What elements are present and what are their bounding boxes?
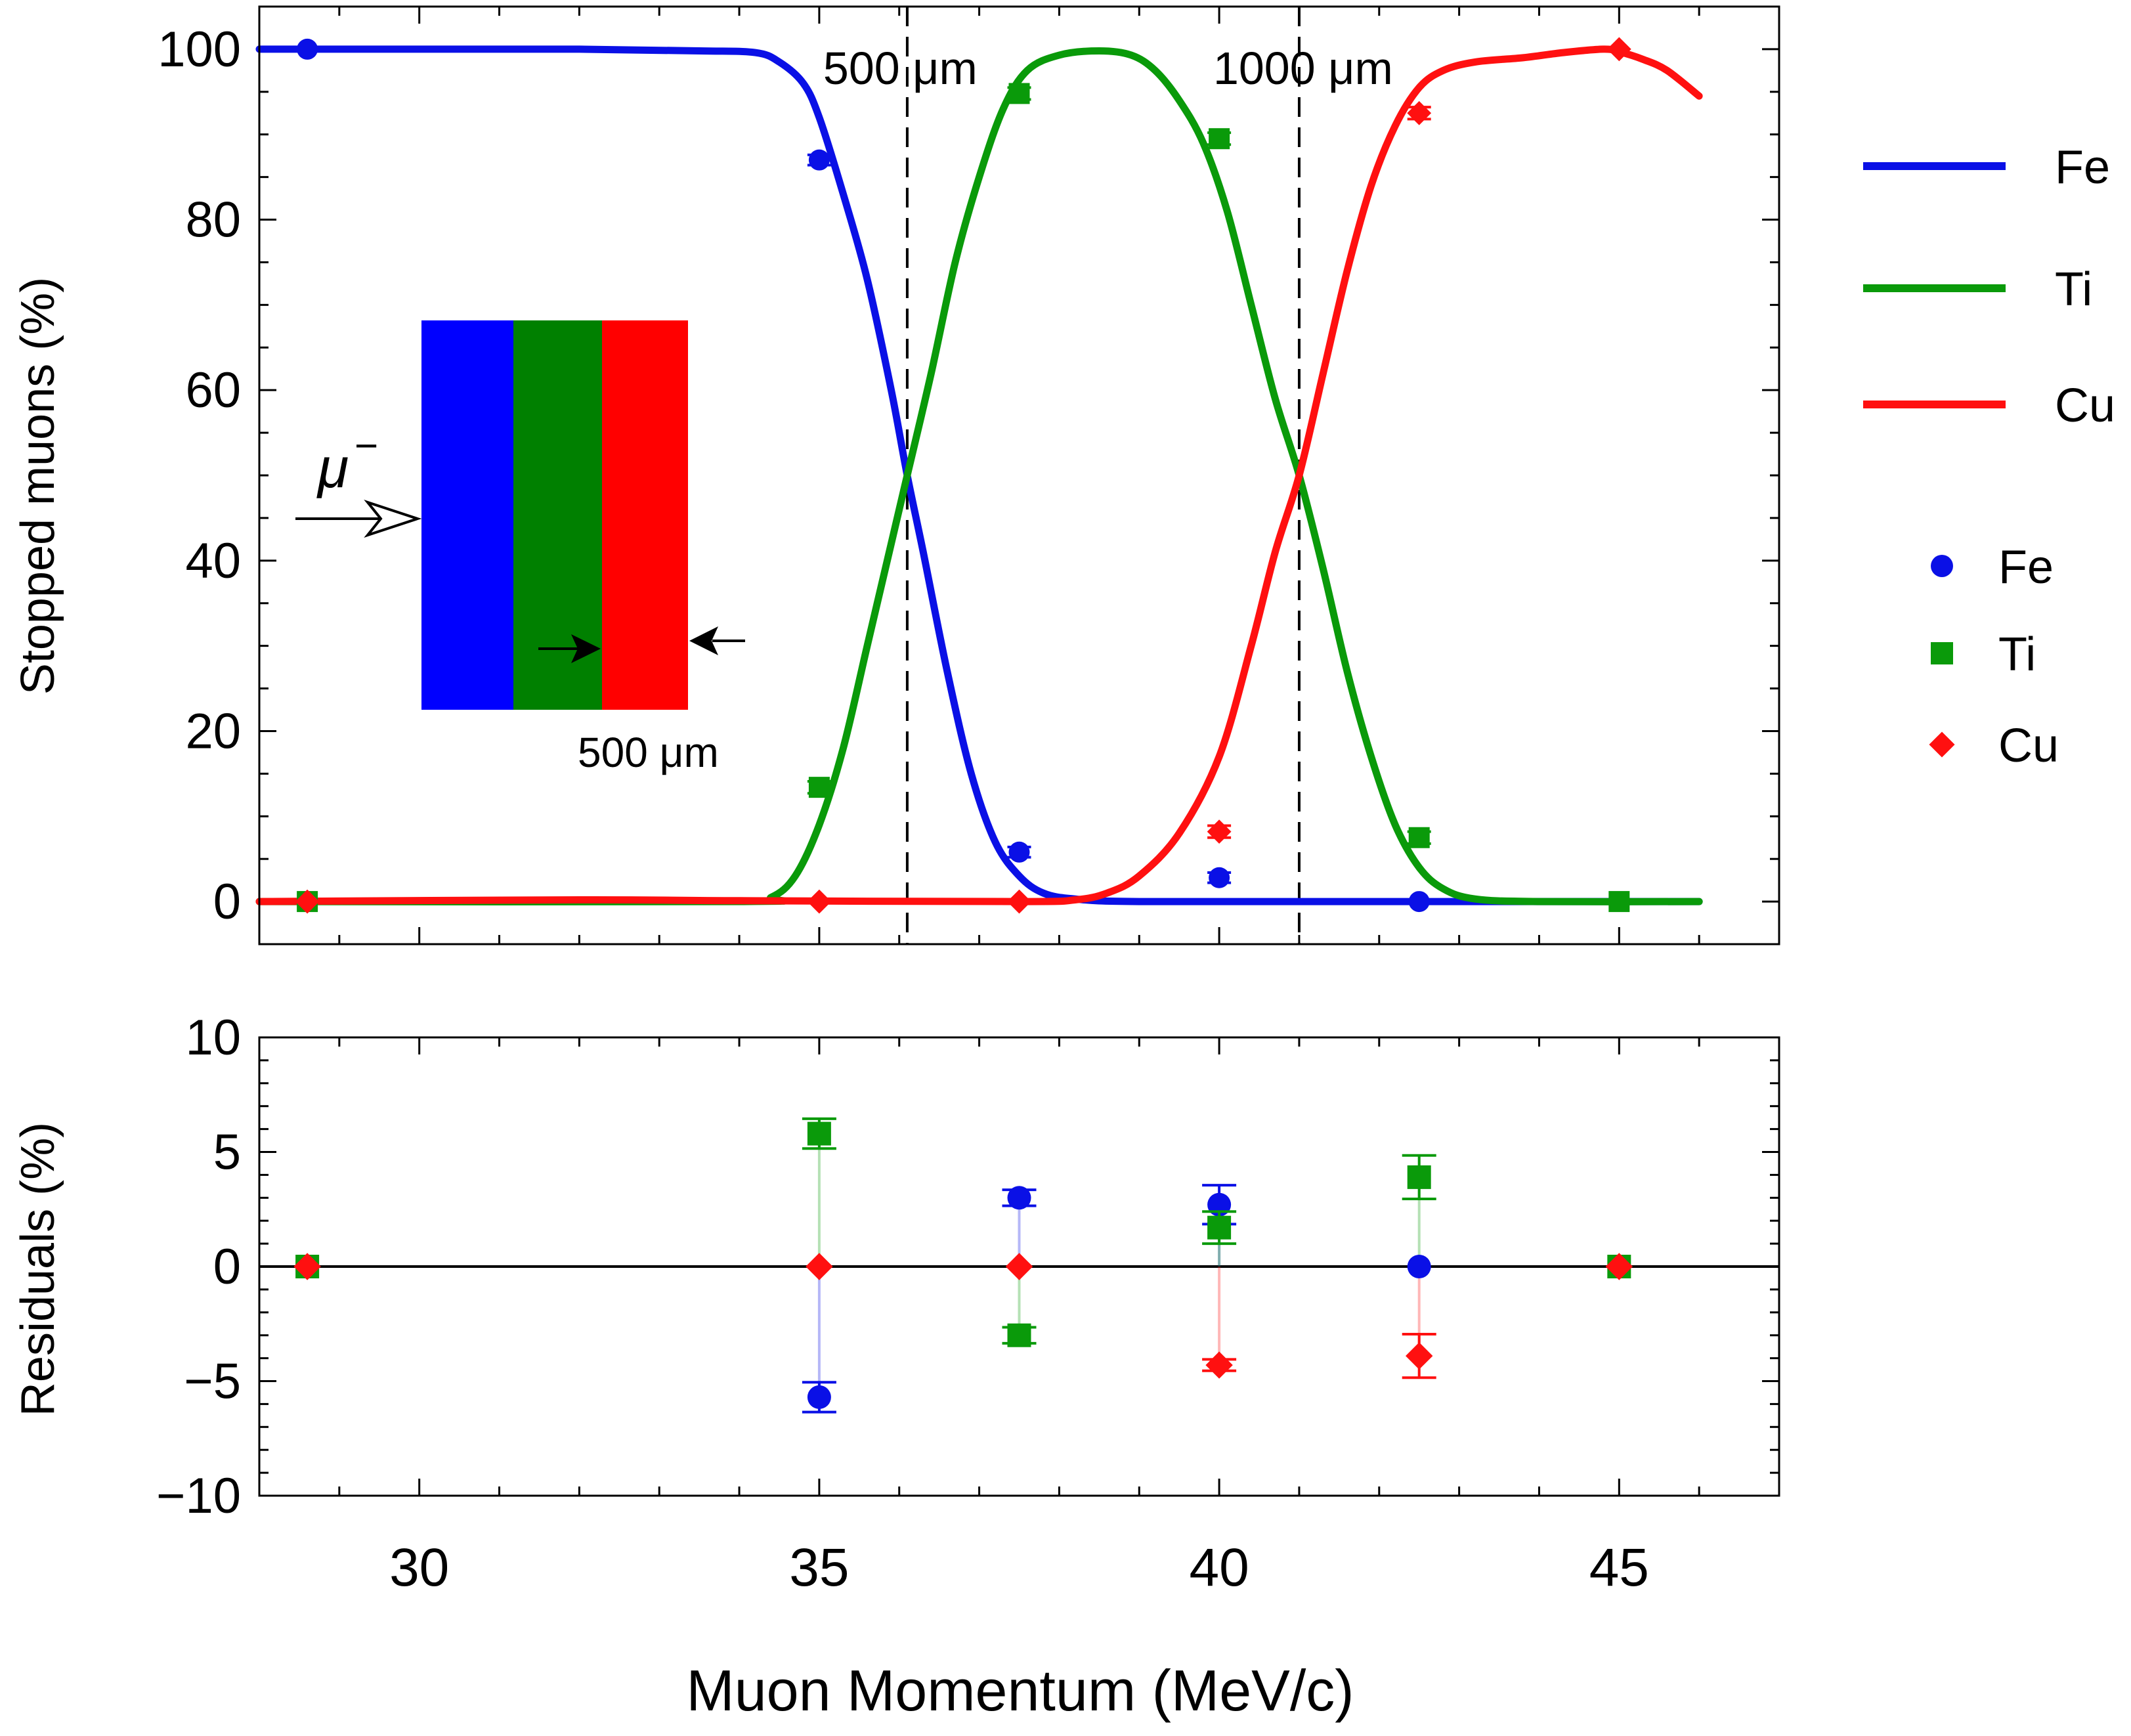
marker-square — [808, 777, 830, 798]
marker-diamond — [295, 889, 320, 914]
legend-line-label: Fe — [2055, 141, 2110, 194]
marker-circle — [1008, 841, 1030, 863]
bottom-y-tick-labels: −10 −5 0 5 10 — [156, 1010, 241, 1524]
thickness-arrow-left-icon — [538, 634, 601, 663]
marker-diamond — [806, 1253, 833, 1280]
marker-circle — [807, 1385, 831, 1409]
y-tick-label: 0 — [213, 1239, 241, 1295]
marker-circle — [1407, 1255, 1431, 1278]
marker-square — [807, 1121, 831, 1146]
marker-square — [1007, 1323, 1031, 1347]
marker-diamond — [1929, 731, 1955, 758]
layer-cu — [602, 320, 688, 710]
residual-points — [293, 1117, 1633, 1414]
x-tick-label: 45 — [1589, 1538, 1649, 1597]
target-inset: μ − 500 μm — [295, 320, 745, 776]
y-tick-label: 60 — [185, 362, 241, 418]
legend-point-label: Fe — [1998, 541, 2054, 594]
legend-line-label: Cu — [2055, 380, 2115, 432]
marker-diamond — [1406, 1342, 1433, 1370]
marker-diamond — [1205, 1351, 1233, 1379]
thickness-marker-label: 1000 μm — [1213, 43, 1393, 94]
layer-fe — [421, 320, 513, 710]
marker-diamond — [1207, 819, 1232, 844]
y-tick-label: 100 — [158, 22, 241, 77]
x-tick-label: 35 — [789, 1538, 849, 1597]
x-axis-label: Muon Momentum (MeV/c) — [686, 1658, 1354, 1723]
top-y-axis-label: Stopped muons (%) — [12, 277, 64, 695]
muon-beam-arrow-icon — [295, 499, 422, 538]
top-y-tick-labels: 0 20 40 60 80 100 — [158, 22, 241, 930]
marker-circle — [1931, 555, 1953, 577]
marker-diamond — [1606, 37, 1631, 62]
marker-square — [1207, 1215, 1232, 1240]
x-tick-label: 40 — [1189, 1538, 1249, 1597]
data-points — [295, 37, 1631, 914]
marker-diamond — [1407, 100, 1432, 125]
y-tick-label: 0 — [213, 874, 241, 930]
marker-square — [1931, 642, 1953, 664]
marker-circle — [297, 38, 318, 60]
marker-square — [1407, 1165, 1431, 1189]
y-tick-label: 5 — [213, 1125, 241, 1181]
y-tick-label: 40 — [185, 533, 241, 589]
thickness-markers: 500 μm 1000 μm — [823, 7, 1393, 944]
muon-charge-label: − — [355, 423, 378, 469]
bottom-panel: −10 −5 0 5 10 30 35 40 45 Residuals (%) Muon Mo… — [12, 1010, 1780, 1723]
marker-diamond — [1605, 1253, 1633, 1280]
marker-circle — [1408, 891, 1430, 913]
x-tick-labels: 30 35 40 45 — [389, 1538, 1649, 1597]
marker-square — [1008, 83, 1030, 104]
thickness-marker-label: 500 μm — [823, 43, 978, 94]
thickness-arrow-right-icon — [689, 626, 745, 655]
fit-curve-ti — [255, 47, 1703, 906]
marker-circle — [808, 149, 830, 171]
marker-circle — [1007, 1186, 1031, 1210]
bottom-y-axis-label: Residuals (%) — [12, 1122, 64, 1416]
marker-diamond — [1007, 889, 1031, 914]
marker-square — [1408, 827, 1430, 848]
legend-line-label: Ti — [2055, 263, 2092, 316]
muon-label: μ — [316, 437, 349, 500]
y-tick-label: −10 — [156, 1468, 241, 1524]
top-panel: 500 μm 1000 μm 0 20 40 60 80 100 Stopped muons… — [12, 5, 1780, 945]
bottom-plot-frame — [258, 1036, 1780, 1497]
legend-point-label: Ti — [1998, 628, 2036, 681]
fit-curve-cu — [255, 45, 1703, 905]
fit-curves — [255, 45, 1703, 906]
marker-circle — [1209, 867, 1230, 888]
top-plot-frame — [258, 5, 1780, 945]
y-tick-label: 20 — [185, 703, 241, 759]
marker-square — [1209, 128, 1230, 150]
legend-point-label: Cu — [1998, 720, 2059, 772]
marker-diamond — [293, 1253, 321, 1280]
marker-diamond — [1005, 1253, 1033, 1280]
y-tick-label: 80 — [185, 192, 241, 248]
legend: Fe Ti Cu Fe Ti Cu — [1863, 141, 2115, 772]
y-tick-label: −5 — [184, 1354, 241, 1410]
inset-thickness-label: 500 μm — [578, 729, 719, 776]
x-tick-label: 30 — [389, 1538, 449, 1597]
marker-square — [1608, 891, 1630, 913]
marker-diamond — [807, 889, 832, 914]
bottom-axis-ticks — [258, 1036, 1780, 1497]
y-tick-label: 10 — [185, 1010, 241, 1066]
